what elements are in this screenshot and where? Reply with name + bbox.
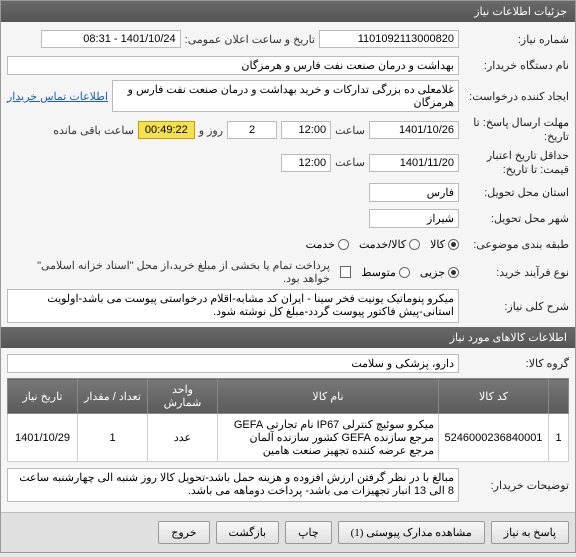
radio-dot-icon [399, 267, 410, 278]
cell-qty: 1 [78, 414, 148, 462]
treasury-checkbox[interactable] [340, 266, 351, 278]
cell-name: میکرو سوئیچ کنترلی IP67 نام تجارتی GEFA … [218, 414, 439, 462]
cell-code: 5246000236840001 [439, 414, 549, 462]
city-label: شهر محل تحویل: [459, 212, 569, 225]
countdown-timer: 00:49:22 [138, 121, 195, 139]
radio-kala[interactable]: کالا [430, 238, 459, 251]
contact-link[interactable]: اطلاعات تماس خریدار [7, 90, 108, 103]
radio-dot-icon [448, 267, 459, 278]
requester-label: ایجاد کننده درخواست: [459, 90, 569, 103]
buyer-notes-label: توضیحات خریدار: [459, 479, 569, 492]
details-panel: جزئیات اطلاعات نیاز شماره نیاز: 11010921… [0, 0, 576, 553]
th-code: کد کالا [439, 379, 549, 414]
group-value: دارو، پزشکی و سلامت [7, 354, 459, 373]
radio-motavaset[interactable]: متوسط [361, 266, 410, 279]
radio-khedmat[interactable]: خدمت [306, 238, 349, 251]
print-button[interactable]: چاپ [285, 521, 332, 544]
radio-dot-icon [409, 239, 420, 250]
validity-time-label: ساعت [335, 156, 365, 169]
radio-kala-khedmat[interactable]: کالا/خدمت [359, 238, 420, 251]
back-button[interactable]: بازگشت [216, 521, 280, 544]
budget-label: طبقه بندی موضوعی: [459, 238, 569, 251]
process-radios: جزیی متوسط پرداخت تمام یا بخشی از مبلغ خ… [7, 259, 459, 285]
footer-bar: پاسخ به نیاز مشاهده مدارک پیوستی (1) چاپ… [1, 512, 575, 552]
radio-dot-icon [338, 239, 349, 250]
requester-value: غلامعلی ده بزرگی تدارکات و خرید بهداشت و… [112, 80, 459, 112]
buyer-label: نام دستگاه خریدار: [459, 59, 569, 72]
cell-idx: 1 [549, 414, 569, 462]
deadline-days: 2 [227, 121, 277, 139]
attachments-button[interactable]: مشاهده مدارک پیوستی (1) [338, 521, 485, 544]
treasury-label: پرداخت تمام یا بخشی از مبلغ خرید،از محل … [7, 259, 330, 285]
group-label: گروه کالا: [459, 357, 569, 370]
table-row[interactable]: 1 5246000236840001 میکرو سوئیچ کنترلی IP… [8, 414, 569, 462]
need-number-value: 1101092113000820 [319, 30, 459, 48]
announce-label: تاریخ و ساعت اعلان عمومی: [185, 33, 315, 46]
validity-time: 12:00 [281, 154, 331, 172]
province-value: فارس [369, 183, 459, 202]
deadline-label: مهلت ارسال پاسخ: تا تاریخ: [459, 116, 569, 145]
radio-dot-icon [448, 239, 459, 250]
items-table: کد کالا نام کالا واحد شمارش تعداد / مقدا… [7, 378, 569, 462]
th-date: تاریخ نیاز [8, 379, 78, 414]
process-label: نوع فرآیند خرید: [459, 266, 569, 279]
remain-label: ساعت باقی مانده [53, 124, 134, 137]
th-idx [549, 379, 569, 414]
exit-button[interactable]: خروج [158, 521, 209, 544]
budget-radios: کالا کالا/خدمت خدمت [7, 238, 459, 251]
province-label: استان محل تحویل: [459, 186, 569, 199]
city-value: شیراز [369, 209, 459, 228]
items-section-title: اطلاعات کالاهای مورد نیاز [1, 327, 575, 348]
th-qty: تعداد / مقدار [78, 379, 148, 414]
validity-label: حداقل تاریخ اعتبار قیمت: تا تاریخ: [459, 149, 569, 178]
th-name: نام کالا [218, 379, 439, 414]
cell-date: 1401/10/29 [8, 414, 78, 462]
deadline-date: 1401/10/26 [369, 121, 459, 139]
days-label: روز و [199, 124, 223, 137]
announce-value: 1401/10/24 - 08:31 [41, 30, 181, 48]
validity-date: 1401/11/20 [369, 154, 459, 172]
buyer-notes-value: مبالغ با در نظر گرفتن ارزش افزوده و هزین… [7, 468, 459, 502]
need-desc-label: شرح کلی نیاز: [459, 300, 569, 313]
answer-button[interactable]: پاسخ به نیاز [491, 521, 569, 544]
radio-jozi[interactable]: جزیی [420, 266, 459, 279]
deadline-time: 12:00 [281, 121, 331, 139]
buyer-value: بهداشت و درمان صنعت نفت فارس و هرمزگان [7, 56, 459, 75]
need-number-label: شماره نیاز: [459, 33, 569, 46]
cell-unit: عدد [148, 414, 218, 462]
need-desc-value: میکرو پنوماتیک یونیت فخر سینا - ایران کد… [7, 289, 459, 323]
panel-title: جزئیات اطلاعات نیاز [1, 1, 575, 22]
th-unit: واحد شمارش [148, 379, 218, 414]
deadline-time-label: ساعت [335, 124, 365, 137]
